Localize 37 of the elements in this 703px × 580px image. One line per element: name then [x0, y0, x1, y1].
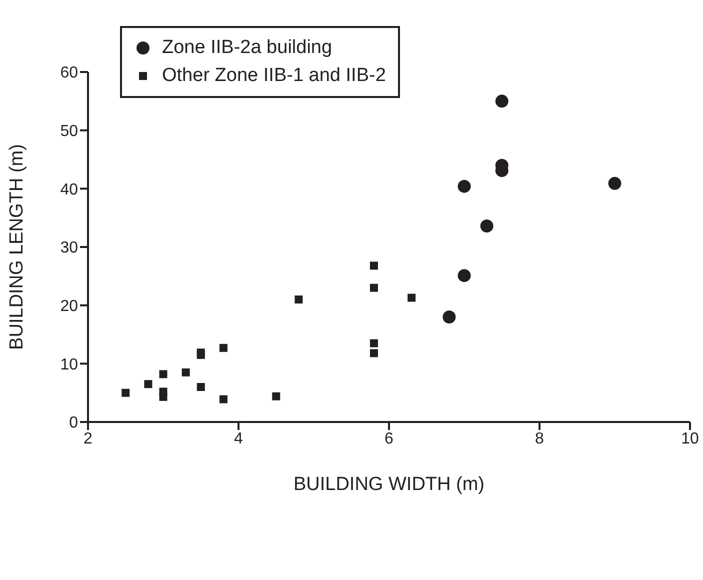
point [272, 392, 280, 400]
y-axis-title: BUILDING LENGTH (m) [6, 144, 28, 350]
y-tick-label: 50 [60, 123, 78, 140]
x-tick-label: 10 [681, 430, 699, 448]
legend-label: Zone IIB-2a building [162, 36, 332, 60]
y-tick-label: 60 [60, 64, 78, 82]
x-axis-title: BUILDING WIDTH (m) [293, 474, 485, 495]
x-tick-label: 2 [84, 430, 93, 448]
point [495, 94, 508, 108]
point [608, 176, 622, 190]
point [159, 392, 168, 401]
point [370, 284, 378, 292]
point [458, 269, 471, 282]
point [122, 388, 130, 397]
point [182, 368, 190, 376]
point [370, 262, 378, 270]
point [219, 344, 228, 352]
point [294, 296, 303, 304]
y-tick-label: 20 [60, 298, 78, 316]
point [458, 180, 471, 193]
legend-label: Other Zone IIB-1 and IIB-2 [162, 64, 386, 88]
y-tick-label: 30 [60, 240, 78, 257]
point [442, 310, 456, 324]
point [144, 380, 152, 388]
x-tick-label: 8 [535, 430, 544, 448]
point [196, 383, 205, 391]
y-tick-label: 10 [60, 356, 78, 374]
y-tick-label: 0 [69, 414, 78, 432]
point [219, 395, 228, 404]
point [370, 339, 378, 348]
point [480, 220, 494, 232]
point [408, 294, 416, 302]
point [370, 349, 378, 358]
point [159, 370, 168, 378]
y-tick-label: 40 [60, 181, 78, 198]
x-tick-label: 4 [234, 430, 244, 448]
x-tick-label: 6 [384, 430, 394, 448]
